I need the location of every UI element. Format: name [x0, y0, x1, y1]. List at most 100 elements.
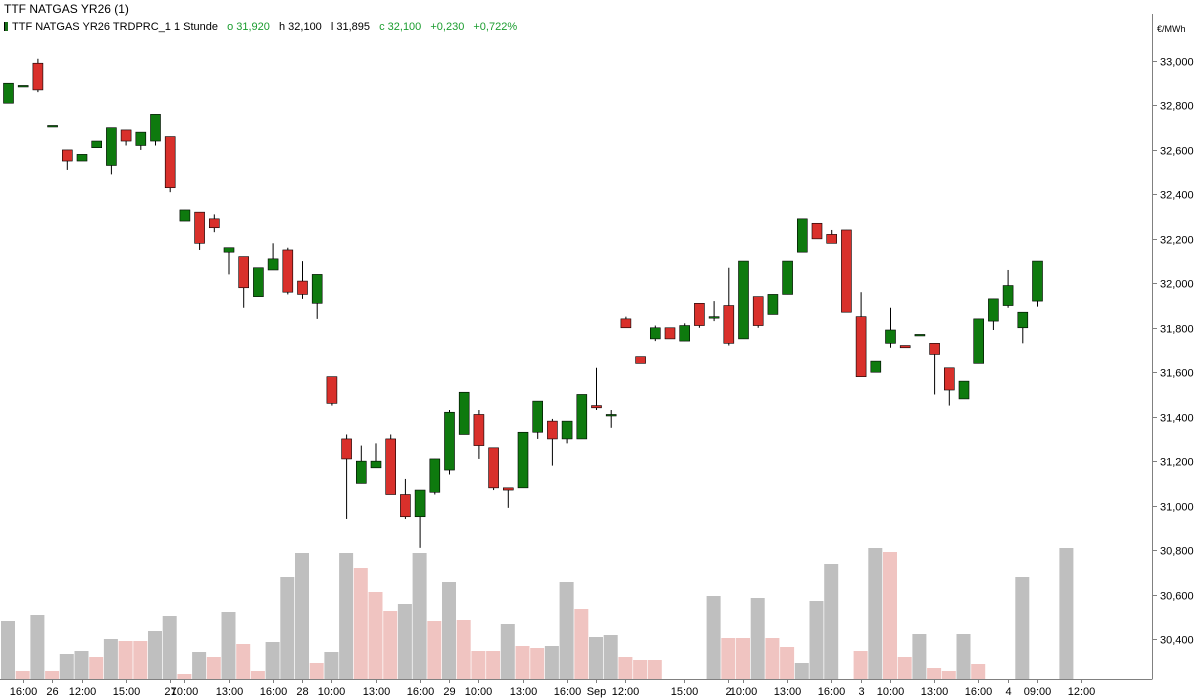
candle-body [91, 140, 102, 148]
y-axis-unit: €/MWh [1157, 24, 1186, 34]
legend-change: +0,230 [430, 21, 465, 33]
x-tick-label: 4 [1005, 686, 1011, 698]
candle-body [444, 411, 455, 471]
volume-bar [544, 646, 559, 679]
candle [899, 345, 911, 349]
volume-bar [618, 657, 633, 679]
candle [914, 334, 926, 337]
volume-bar [103, 639, 118, 679]
candle [473, 410, 485, 459]
candle-body [738, 260, 749, 340]
candle-body [811, 222, 823, 240]
x-tick-label: 13:00 [216, 686, 244, 698]
x-tick-label: 10:00 [171, 686, 199, 698]
candle-body [988, 298, 999, 322]
candle [811, 222, 823, 240]
volume-bar [794, 663, 809, 679]
volume-bar [1015, 577, 1030, 679]
candle [958, 380, 970, 400]
candle-body [297, 280, 308, 295]
candle-body [209, 218, 220, 229]
candle [32, 58, 44, 93]
candle [885, 307, 896, 348]
candle [76, 154, 88, 162]
x-tick-label: 16:00 [818, 686, 846, 698]
x-tick-label: 2 [725, 686, 731, 698]
volume-bar [265, 642, 280, 679]
volume-bar [853, 651, 868, 679]
volume-bar [133, 641, 148, 679]
x-tick-label: 16:00 [554, 686, 582, 698]
x-tick-label: 16:00 [407, 686, 435, 698]
volume-bar [339, 553, 354, 679]
candle-body [267, 258, 279, 271]
candle [341, 434, 352, 519]
candle-body [400, 494, 411, 518]
volume-bar [971, 664, 986, 679]
candle-body [3, 82, 14, 104]
candle [135, 131, 147, 150]
y-tick-label: 31,800 [1160, 324, 1194, 336]
candle-body [767, 294, 779, 315]
legend-change-pct: +0,722% [473, 21, 518, 33]
candle-body [341, 438, 352, 460]
volume-bar [765, 638, 780, 679]
volume-bar [353, 568, 368, 679]
candle [282, 247, 294, 295]
candle [385, 434, 397, 495]
x-tick-label: 12:00 [1068, 686, 1096, 698]
candle-body [150, 114, 161, 142]
candle [223, 247, 235, 275]
y-tick-label: 31,600 [1160, 368, 1194, 380]
legend-open: o 31,920 [227, 21, 270, 33]
candle-body [826, 234, 838, 244]
candle-body [120, 129, 132, 142]
y-tick-label: 32,400 [1160, 190, 1194, 202]
candle-body [164, 136, 176, 189]
volume-bar [809, 601, 824, 679]
candle [1017, 311, 1029, 344]
volume-bar [397, 604, 412, 679]
candle [870, 360, 882, 373]
x-tick-label: 27 [164, 686, 176, 698]
candle [973, 318, 985, 364]
x-tick-label: 16:00 [260, 686, 288, 698]
candle-body [635, 356, 646, 364]
candle [429, 458, 441, 495]
volume-bar [912, 634, 927, 679]
candle-series-icon [4, 22, 8, 31]
candle-body [488, 447, 499, 489]
volume-bar [59, 654, 74, 679]
volume-bar [647, 660, 662, 679]
volume-bar [559, 582, 574, 679]
volume-bar [456, 620, 471, 679]
candle [826, 229, 838, 244]
volume-bar [427, 621, 442, 679]
candle-body [326, 376, 338, 404]
candle [326, 376, 338, 406]
x-tick-label: 13:00 [921, 686, 949, 698]
candle [547, 418, 558, 466]
chart-legend: TTF NATGAS YR26 TRDPRC_1 1 Stunde o 31,9… [4, 21, 517, 33]
volume-bar [603, 635, 618, 679]
candle [238, 256, 249, 308]
candle-body [47, 125, 58, 128]
volume-bar [280, 577, 295, 679]
volume-bar [706, 596, 721, 679]
candle [943, 367, 955, 406]
candle [61, 149, 73, 170]
candle-body [547, 420, 558, 440]
candle-body [914, 334, 926, 337]
candle [767, 294, 779, 315]
volume-bars [1, 548, 1074, 679]
candle-body [414, 489, 426, 518]
candle-body [385, 438, 397, 495]
volume-bar [324, 652, 339, 679]
x-tick-label: 15:00 [671, 686, 699, 698]
candle [841, 229, 852, 313]
volume-bar [927, 668, 942, 679]
volume-bar [868, 548, 883, 679]
candle [576, 394, 588, 440]
candle-body [973, 318, 985, 364]
